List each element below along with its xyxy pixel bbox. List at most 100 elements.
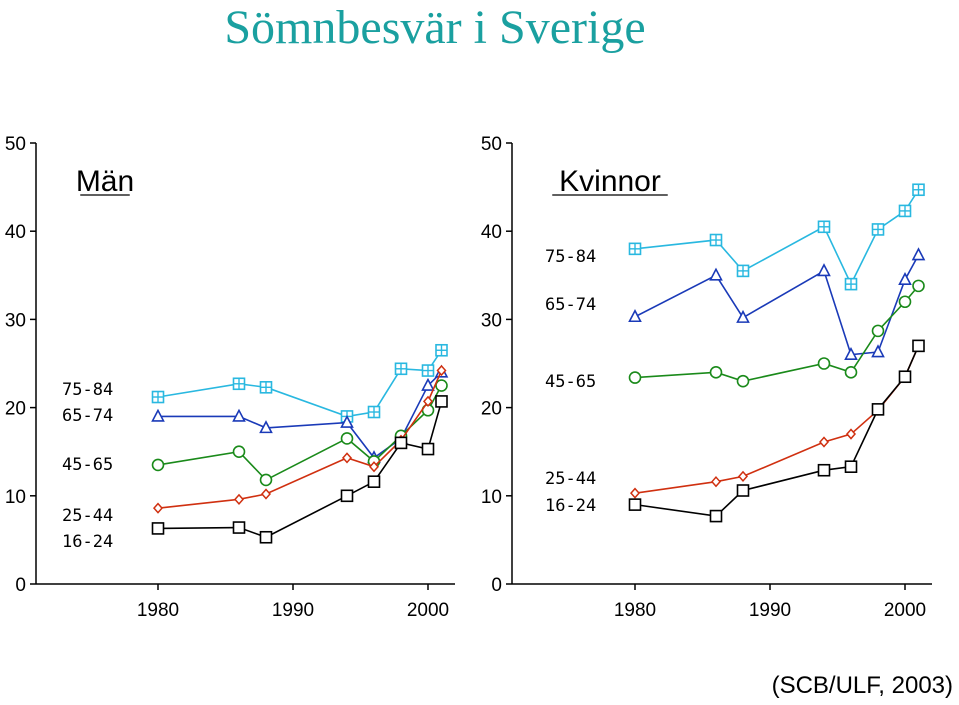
data-point-75-84 [871, 223, 885, 236]
data-point-25-44 [260, 488, 272, 500]
data-point-45-65 [912, 279, 925, 293]
x-tick-label: 1990 [272, 600, 314, 621]
series-line-25-44 [634, 345, 920, 494]
y-tick-label: 30 [5, 310, 26, 331]
data-point-16-24 [394, 436, 408, 450]
data-point-45-65 [628, 371, 642, 384]
y-tick-label: 30 [481, 310, 502, 331]
data-point-16-24 [340, 489, 354, 503]
data-point-16-24 [736, 484, 750, 497]
series-label-75-84: 75-84 [545, 247, 596, 267]
data-point-45-65 [151, 458, 165, 472]
data-point-25-44 [152, 502, 164, 514]
data-point-16-24 [232, 521, 246, 534]
data-point-16-24 [871, 403, 885, 416]
panel-title: Män [76, 165, 134, 198]
x-tick-label: 1990 [749, 600, 791, 621]
data-point-25-44 [436, 364, 447, 377]
data-point-25-44 [233, 493, 245, 505]
data-point-75-84 [709, 233, 723, 247]
data-point-75-84 [435, 343, 448, 357]
data-point-65-74 [340, 414, 354, 428]
data-point-65-74 [709, 267, 723, 281]
data-point-45-65 [844, 366, 858, 379]
data-point-75-84 [259, 381, 273, 394]
chart-panel-women: 0 10 20 30 40 50 1980 1990 2000 Kvinnor 75-84 65-74… [481, 134, 932, 621]
data-point-65-74 [628, 309, 642, 323]
data-point-65-74 [259, 420, 273, 434]
data-point-45-65 [736, 374, 750, 388]
data-point-45-65 [340, 432, 354, 445]
data-point-16-24 [421, 442, 435, 456]
y-tick-label: 0 [491, 575, 502, 596]
y-tick-label: 50 [5, 134, 26, 155]
data-point-45-65 [898, 295, 912, 309]
data-point-45-65 [871, 324, 885, 338]
chart-panel-men: 0 10 20 30 40 50 1980 1990 2000 Män 75-84 65-74 45-6… [5, 134, 455, 621]
series-label-65-74: 65-74 [62, 406, 113, 426]
data-point-45-65 [259, 473, 273, 487]
data-point-16-24 [628, 498, 642, 511]
data-point-45-65 [435, 379, 448, 392]
series-line-75-84 [634, 189, 920, 286]
x-tick-label: 1980 [137, 600, 179, 621]
data-point-25-44 [422, 395, 434, 408]
data-point-75-84 [898, 204, 912, 218]
data-point-16-24 [151, 522, 165, 535]
x-tick-label: 2000 [407, 600, 449, 621]
data-point-25-44 [629, 487, 641, 499]
data-point-75-84 [151, 390, 165, 404]
data-point-45-65 [817, 357, 831, 370]
data-point-25-44 [710, 476, 722, 488]
data-point-25-44 [845, 428, 857, 440]
data-point-75-84 [394, 362, 408, 376]
series-line-65-74 [634, 254, 920, 356]
data-point-16-24 [259, 530, 273, 544]
data-point-16-24 [898, 370, 912, 384]
x-tick-label: 2000 [884, 600, 926, 621]
data-point-45-65 [709, 366, 723, 379]
data-point-65-74 [817, 263, 831, 277]
y-tick-label: 0 [15, 575, 26, 596]
data-point-25-44 [737, 470, 749, 483]
data-point-16-24 [912, 339, 925, 353]
series-label-16-24: 16-24 [545, 496, 596, 516]
series-line-16-24 [157, 401, 443, 539]
data-point-65-74 [232, 408, 246, 422]
data-point-65-74 [844, 346, 858, 360]
source-note: (SCB/ULF, 2003) [771, 672, 953, 699]
data-point-65-74 [736, 309, 750, 323]
y-tick-label: 40 [5, 222, 26, 243]
x-tick-label: 1980 [614, 600, 656, 621]
data-point-16-24 [844, 460, 858, 473]
data-point-25-44 [368, 461, 380, 473]
data-point-65-74 [421, 377, 435, 391]
y-tick-label: 10 [481, 487, 502, 508]
series-label-65-74: 65-74 [545, 295, 596, 315]
y-tick-label: 50 [481, 134, 502, 155]
data-point-65-74 [151, 408, 165, 422]
series-label-45-65: 45-65 [545, 372, 596, 392]
data-point-75-84 [912, 183, 925, 197]
data-point-25-44 [818, 436, 830, 448]
series-line-16-24 [634, 345, 920, 517]
y-tick-label: 20 [5, 399, 26, 420]
y-tick-label: 40 [481, 222, 502, 243]
data-point-25-44 [341, 452, 353, 464]
data-point-16-24 [367, 475, 381, 488]
series-label-45-65: 45-65 [62, 455, 113, 475]
data-point-16-24 [817, 463, 831, 477]
series-label-25-44: 25-44 [62, 506, 113, 526]
data-point-65-74 [898, 271, 912, 286]
y-tick-label: 10 [5, 487, 26, 508]
series-line-75-84 [157, 349, 443, 418]
data-point-65-74 [871, 344, 885, 358]
y-tick-label: 20 [481, 399, 502, 420]
data-point-65-74 [911, 247, 926, 261]
data-point-75-84 [628, 242, 642, 256]
series-label-25-44: 25-44 [545, 469, 596, 489]
data-point-45-65 [232, 445, 246, 459]
data-point-75-84 [421, 364, 435, 377]
series-label-16-24: 16-24 [62, 532, 113, 552]
